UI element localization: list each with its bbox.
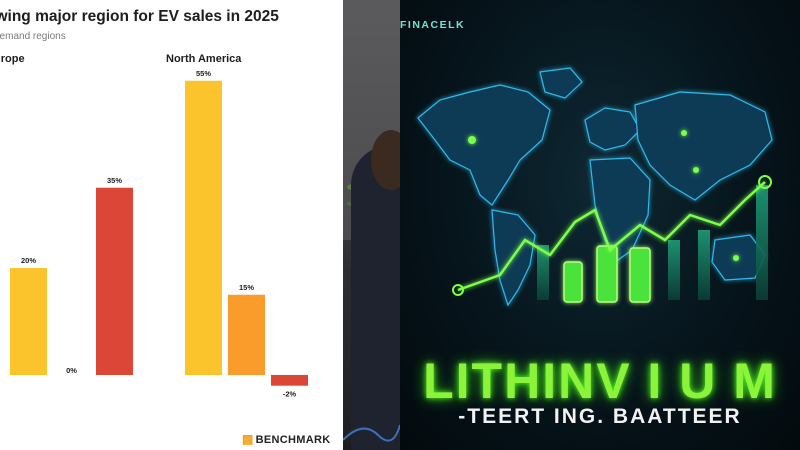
- greenland-shape: [539, 67, 583, 99]
- battery-subtitle: -TEERT ING. BAATTEER: [458, 405, 742, 428]
- lithium-title: LITHINV I U M: [423, 353, 777, 409]
- bar-urope-0: [10, 268, 47, 375]
- world-map-graphic: [417, 67, 773, 307]
- battery-icon: [563, 261, 583, 303]
- bar-chart: 20% 0% 35% 55% 15% -2%: [10, 69, 308, 399]
- battery-icon: [596, 245, 618, 303]
- battery-icon: [629, 247, 651, 303]
- trend-end-dot: [758, 175, 772, 189]
- bar-columns: [537, 185, 768, 300]
- bar-north-america-1: [228, 294, 265, 375]
- data-label: 20%: [21, 256, 36, 265]
- location-pin-icon: [693, 167, 699, 173]
- region-label-europe: urope: [0, 53, 25, 65]
- data-label: 55%: [196, 69, 211, 78]
- chart-title: owing major region for EV sales in 2025: [0, 8, 279, 25]
- person-hair: [371, 130, 400, 190]
- bar-urope-2: [96, 187, 133, 375]
- location-pin-icon: [468, 136, 476, 144]
- asia-shape: [634, 91, 773, 201]
- cable-image: [343, 424, 400, 442]
- data-label: 35%: [107, 176, 122, 185]
- graphic-panel: FINACELK: [400, 0, 800, 450]
- europe-shape: [584, 107, 641, 151]
- chart-subtitle: demand regions: [0, 31, 66, 42]
- trend-start-dot: [452, 284, 464, 296]
- bar-north-america-0: [185, 80, 222, 375]
- bar-north-america-2: [271, 375, 308, 386]
- location-pin-icon: [681, 130, 687, 136]
- location-pins: [468, 130, 739, 261]
- region-label-north-america: North America: [166, 53, 242, 65]
- continents: [417, 67, 773, 307]
- chart-panel: owing major region for EV sales in 2025 …: [0, 0, 343, 450]
- benchmark-h-logo-icon: ▩: [242, 432, 254, 446]
- north-america-shape: [417, 84, 551, 206]
- data-label: 15%: [239, 283, 254, 292]
- battery-icons: [563, 245, 651, 303]
- benchmark-logo: ▩ BENCHMARK: [242, 432, 330, 446]
- building-icon: [733, 255, 739, 261]
- logo-text: BENCHMARK: [255, 434, 331, 446]
- photo-panel: [343, 0, 400, 450]
- brand-label: FINACELK: [400, 19, 466, 31]
- person-image: [351, 145, 400, 450]
- data-label: -2%: [283, 390, 297, 399]
- data-label: 0%: [66, 366, 77, 375]
- growth-trend-line: [457, 181, 766, 292]
